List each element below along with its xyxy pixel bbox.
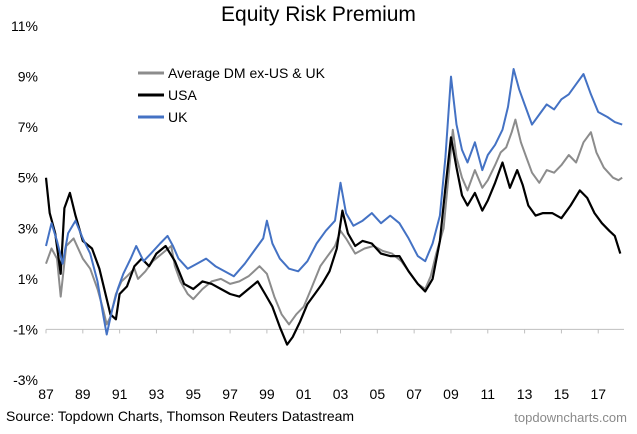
- series-line-usa: [44, 136, 622, 346]
- x-tick-label: 15: [554, 386, 570, 402]
- source-note: Source: Topdown Charts, Thomson Reuters …: [6, 408, 355, 424]
- watermark-text: topdowncharts.com: [514, 410, 627, 425]
- y-tick-label: -3%: [13, 372, 38, 388]
- y-tick-label: 1%: [18, 271, 38, 287]
- y-tick-label: -1%: [13, 321, 38, 337]
- y-tick-label: 11%: [11, 18, 38, 34]
- x-tick-label: 11: [481, 386, 496, 402]
- chart-title: Equity Risk Premium: [221, 3, 416, 26]
- x-tick-label: 09: [443, 386, 459, 402]
- x-tick-label: 93: [149, 386, 165, 402]
- legend-label-uk: UK: [168, 109, 188, 125]
- y-tick-label: 5%: [18, 170, 38, 186]
- x-tick-label: 17: [590, 386, 606, 402]
- x-tick-label: 99: [259, 386, 275, 402]
- legend-label-average: Average DM ex-US & UK: [168, 65, 326, 81]
- legend: Average DM ex-US & UK USA UK: [138, 65, 326, 125]
- x-tick-label: 05: [370, 386, 386, 402]
- x-tick-label: 89: [75, 386, 91, 402]
- y-tick-label: 3%: [18, 220, 38, 236]
- x-tick-label: 13: [517, 386, 533, 402]
- series-lines: [44, 68, 623, 346]
- x-tick-label: 87: [38, 386, 54, 402]
- y-tick-label: 9%: [18, 69, 38, 85]
- x-tick-label: 03: [333, 386, 349, 402]
- series-line-uk: [45, 68, 623, 336]
- x-tick-label: 07: [406, 386, 422, 402]
- y-tick-label: 7%: [18, 119, 38, 135]
- legend-label-usa: USA: [168, 87, 197, 103]
- x-tick-label: 91: [112, 386, 128, 402]
- x-tick-label: 01: [296, 386, 312, 402]
- x-tick-label: 95: [185, 386, 201, 402]
- axes: 11% 9% 7% 5% 3% 1% -1% -3%87 89 91 93 95 97 99 01 03 05 0…: [11, 18, 624, 402]
- x-tick-label: 97: [222, 386, 238, 402]
